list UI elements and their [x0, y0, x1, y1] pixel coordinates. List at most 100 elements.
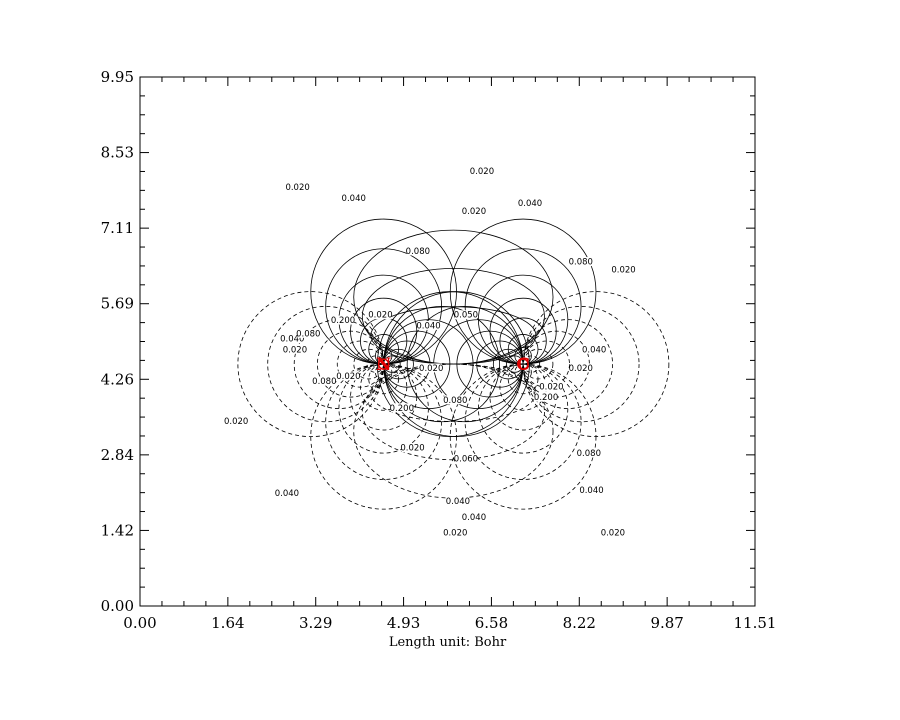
contour-label-bg — [470, 166, 493, 176]
atom-marker — [377, 358, 390, 370]
contour-label-bg — [417, 320, 440, 330]
contour-label: 0.080 — [443, 396, 467, 406]
contour-label-bg — [580, 485, 603, 495]
x-axis-label: Length unit: Bohr — [389, 635, 507, 650]
contour-label-bg — [283, 344, 306, 354]
contour-label-bg — [519, 198, 542, 208]
contour-line — [522, 306, 640, 423]
atom-label: C — [516, 355, 530, 375]
contour-label-bg — [444, 395, 467, 405]
contour-label: 0.020 — [400, 444, 424, 454]
contour-label: 0.020 — [611, 266, 635, 276]
contour-label-bg — [297, 328, 320, 338]
contour-label-bg — [454, 453, 477, 463]
contour-lines — [237, 218, 670, 510]
contour-label: 0.020 — [336, 372, 360, 382]
contour-line — [522, 291, 670, 438]
x-tick-label: 1.64 — [211, 614, 244, 632]
contour-label: 0.020 — [569, 364, 593, 374]
contour-label: 0.080 — [577, 449, 601, 459]
y-tick-labels: 0.00 1.42 2.84 4.26 5.69 7.11 8.53 9.95 — [101, 68, 134, 615]
contour-line — [449, 218, 597, 365]
contour-line — [522, 319, 613, 409]
plot-frame — [139, 76, 756, 607]
contour-label: 0.020 — [224, 417, 248, 427]
contour-label: 0.020 — [368, 311, 392, 321]
x-tick-label: 9.87 — [650, 614, 683, 632]
contour-label-bg — [577, 448, 600, 458]
y-tick-label: 4.26 — [101, 370, 134, 388]
contour-label: 0.020 — [470, 167, 494, 177]
contour-label: 0.040 — [275, 489, 299, 499]
contour-label: 0.080 — [406, 247, 430, 257]
contour-label: 0.200 — [534, 393, 558, 403]
contour-label-bg — [225, 416, 248, 426]
x-tick-labels: 0.00 1.64 3.29 4.93 6.58 8.22 9.87 11.51 — [123, 614, 776, 632]
contour-label-bg — [342, 193, 365, 203]
contour-label-bg — [569, 257, 592, 267]
contour-label: 0.020 — [285, 183, 309, 193]
x-tick-label: 6.58 — [475, 614, 508, 632]
contour-line — [376, 291, 524, 438]
contour-label-bg — [313, 376, 336, 386]
contour-label: 0.080 — [296, 329, 320, 339]
y-tick-label: 5.69 — [101, 295, 134, 313]
axis-ticks — [139, 76, 756, 607]
contour-line — [464, 363, 582, 480]
contour-label: 0.020 — [419, 364, 443, 374]
contour-line — [353, 229, 554, 365]
contour-label-bg — [444, 528, 467, 538]
contour-line — [449, 363, 597, 510]
contour-label-bg — [337, 371, 360, 381]
contour-label: 0.200 — [390, 404, 414, 414]
contour-label-bg — [286, 182, 309, 192]
contour-label-bg — [406, 246, 429, 256]
x-tick-label: 4.93 — [387, 614, 420, 632]
contour-label: 0.040 — [446, 497, 470, 507]
contour-line — [310, 218, 457, 365]
contour-label-bg — [569, 363, 592, 373]
contour-label-bg — [583, 344, 606, 354]
contour-label-bg — [281, 334, 304, 344]
y-tick-label: 2.84 — [101, 446, 134, 464]
contour-label: 0.020 — [539, 383, 563, 393]
y-tick-label: 1.42 — [101, 521, 134, 539]
contour-label-bg — [454, 310, 477, 320]
contour-label-bg — [332, 315, 355, 325]
contour-label-bg — [420, 363, 443, 373]
contour-label: 0.020 — [283, 345, 307, 355]
contour-label: 0.040 — [280, 335, 304, 345]
contour-label: 0.020 — [462, 207, 486, 217]
contour-label: 0.060 — [454, 454, 478, 464]
contour-label: 0.200 — [331, 316, 355, 326]
contour-label-bg — [462, 512, 485, 522]
contour-label: 0.040 — [579, 486, 603, 496]
contour-line — [353, 363, 554, 499]
contour-label: 0.040 — [462, 513, 486, 523]
x-tick-label: 8.22 — [563, 614, 596, 632]
contour-line — [522, 355, 541, 373]
contour-label: 0.080 — [569, 258, 593, 268]
contour-label: 0.080 — [312, 377, 336, 387]
contour-labels: 0.0200.0400.0800.0200.0200.0400.0800.020… — [224, 166, 636, 539]
y-tick-label: 9.95 — [101, 68, 134, 86]
y-tick-label: 8.53 — [101, 144, 134, 162]
contour-line — [267, 306, 385, 423]
contour-line — [522, 348, 554, 380]
contour-label-bg — [401, 443, 424, 453]
contour-label-bg — [612, 265, 635, 275]
contour-label-bg — [540, 382, 563, 392]
contour-label: 0.020 — [601, 529, 625, 539]
contour-label: 0.020 — [443, 529, 467, 539]
x-tick-label: 3.29 — [299, 614, 332, 632]
contour-label-bg — [275, 488, 298, 498]
x-tick-label: 11.51 — [734, 614, 777, 632]
contour-label-bg — [535, 392, 558, 402]
contour-line — [237, 291, 385, 438]
atom-label: N — [376, 355, 392, 375]
contour-label-bg — [446, 496, 469, 506]
atom-marker — [517, 358, 529, 370]
contour-line — [361, 363, 545, 461]
y-tick-label: 0.00 — [101, 597, 134, 615]
